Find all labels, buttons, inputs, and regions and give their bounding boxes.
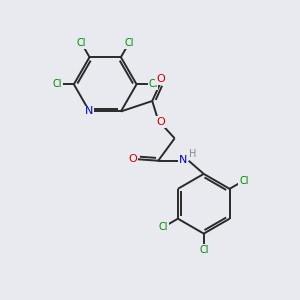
Text: N: N (85, 106, 94, 116)
Text: N: N (179, 155, 188, 165)
Text: Cl: Cl (53, 79, 62, 89)
Text: H: H (190, 149, 197, 159)
Text: Cl: Cl (199, 245, 208, 255)
Text: O: O (128, 154, 137, 164)
Text: O: O (156, 117, 165, 127)
Text: Cl: Cl (239, 176, 249, 186)
Text: O: O (156, 74, 165, 84)
Text: Cl: Cl (148, 79, 158, 89)
Text: Cl: Cl (124, 38, 134, 48)
Text: Cl: Cl (76, 38, 86, 48)
Text: Cl: Cl (159, 222, 168, 232)
